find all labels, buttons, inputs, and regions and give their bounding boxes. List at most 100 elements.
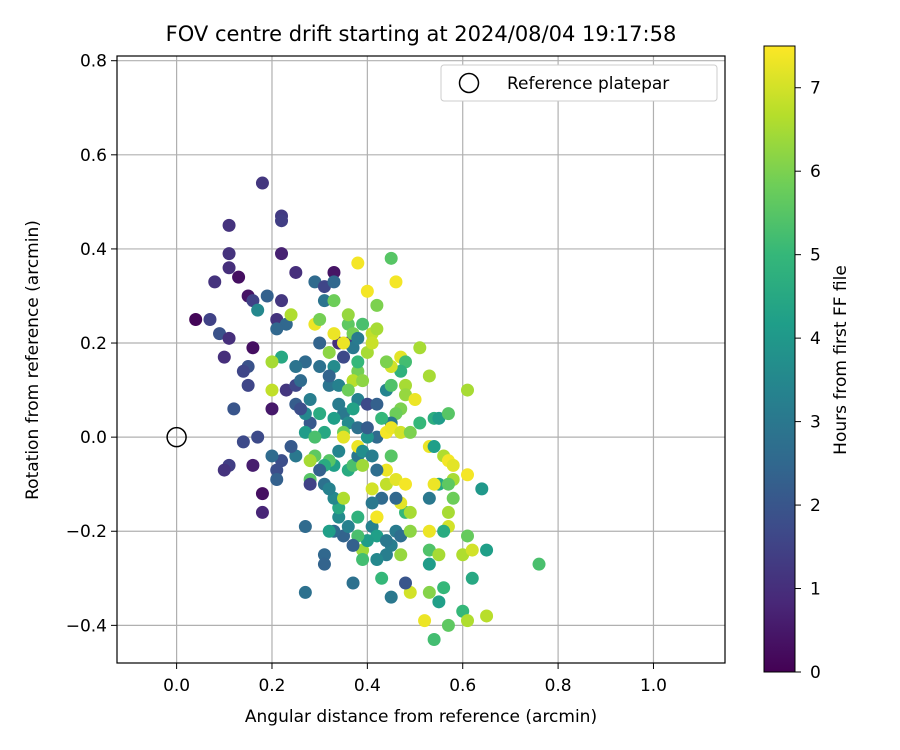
data-point	[227, 402, 241, 416]
y-tick-label: 0.0	[80, 428, 107, 448]
data-point	[437, 581, 451, 595]
data-point	[294, 374, 308, 388]
colorbar-ticks: 0 1 2 3 4 5 6 7	[795, 79, 821, 683]
data-point	[251, 430, 265, 444]
data-point	[422, 369, 436, 383]
data-point	[270, 463, 284, 477]
data-point	[265, 402, 279, 416]
data-point	[360, 421, 374, 435]
data-point	[222, 261, 236, 275]
data-point	[480, 543, 494, 557]
data-point	[422, 524, 436, 538]
data-point	[422, 585, 436, 599]
colorbar-label: Hours from first FF file	[831, 265, 851, 455]
legend-label: Reference platepar	[507, 74, 669, 94]
data-point	[360, 430, 374, 444]
data-point	[284, 308, 298, 322]
x-tick-label: 0.4	[354, 676, 381, 696]
data-point	[365, 336, 379, 350]
data-point	[222, 247, 236, 261]
data-point	[337, 336, 351, 350]
grid-lines	[117, 56, 725, 663]
data-point	[365, 496, 379, 510]
data-point	[370, 510, 384, 524]
data-point	[317, 557, 331, 571]
data-point	[270, 322, 284, 336]
data-point	[370, 397, 384, 411]
data-point	[384, 378, 398, 392]
data-point	[337, 430, 351, 444]
colorbar-tick-label: 6	[810, 162, 821, 182]
data-point	[303, 477, 317, 491]
data-point	[317, 548, 331, 562]
data-point	[356, 374, 370, 388]
data-point	[346, 402, 360, 416]
data-point	[532, 557, 546, 571]
data-point	[360, 284, 374, 298]
data-point	[332, 510, 346, 524]
data-point	[294, 402, 308, 416]
data-point	[389, 275, 403, 289]
data-point	[460, 614, 474, 628]
data-point	[460, 383, 474, 397]
data-point	[356, 317, 370, 331]
data-point	[399, 378, 413, 392]
data-point	[246, 341, 260, 355]
data-point	[322, 524, 336, 538]
data-point	[351, 421, 365, 435]
data-point	[370, 298, 384, 312]
data-point	[437, 524, 451, 538]
plot-frame	[116, 55, 726, 664]
colorbar-tick-label: 3	[810, 413, 821, 433]
legend-box	[440, 64, 718, 102]
data-point	[313, 360, 327, 374]
y-axis-label: Rotation from reference (arcmin)	[23, 220, 43, 500]
data-point	[313, 336, 327, 350]
colorbar-tick-label: 0	[810, 663, 821, 683]
data-point	[265, 355, 279, 369]
data-point	[313, 313, 327, 327]
data-point	[332, 397, 346, 411]
data-point	[408, 392, 422, 406]
data-point	[275, 214, 289, 228]
data-point	[427, 440, 441, 454]
data-point	[432, 548, 446, 562]
data-point	[480, 609, 494, 623]
data-point	[379, 463, 393, 477]
data-point	[384, 251, 398, 265]
data-point	[351, 510, 365, 524]
data-point	[322, 369, 336, 383]
data-point	[365, 482, 379, 496]
y-tick-label: −0.2	[66, 522, 107, 542]
colorbar-tick-label: 1	[810, 580, 821, 600]
data-point	[460, 468, 474, 482]
y-tick-label: 0.8	[80, 52, 107, 72]
data-point	[265, 449, 279, 463]
data-point	[446, 491, 460, 505]
colorbar-tick-label: 4	[810, 329, 821, 349]
legend: Reference platepar	[440, 64, 718, 102]
data-point	[308, 430, 322, 444]
data-point	[446, 458, 460, 472]
data-point	[322, 482, 336, 496]
data-point	[217, 463, 231, 477]
data-point	[441, 477, 455, 491]
data-point	[208, 275, 222, 289]
data-point	[356, 458, 370, 472]
data-point	[465, 571, 479, 585]
data-point	[255, 505, 269, 519]
data-point	[441, 407, 455, 421]
data-point	[365, 449, 379, 463]
y-tick-label: 0.2	[80, 334, 107, 354]
data-point	[317, 294, 331, 308]
data-point	[441, 505, 455, 519]
data-point	[327, 411, 341, 425]
data-point	[303, 454, 317, 468]
x-axis-ticks: 0.0 0.2 0.4 0.6 0.8 1.0	[163, 663, 667, 696]
data-point	[246, 458, 260, 472]
chart-title: FOV centre drift starting at 2024/08/04 …	[166, 22, 677, 46]
data-point	[298, 520, 312, 534]
data-point	[403, 505, 417, 519]
data-point	[384, 449, 398, 463]
